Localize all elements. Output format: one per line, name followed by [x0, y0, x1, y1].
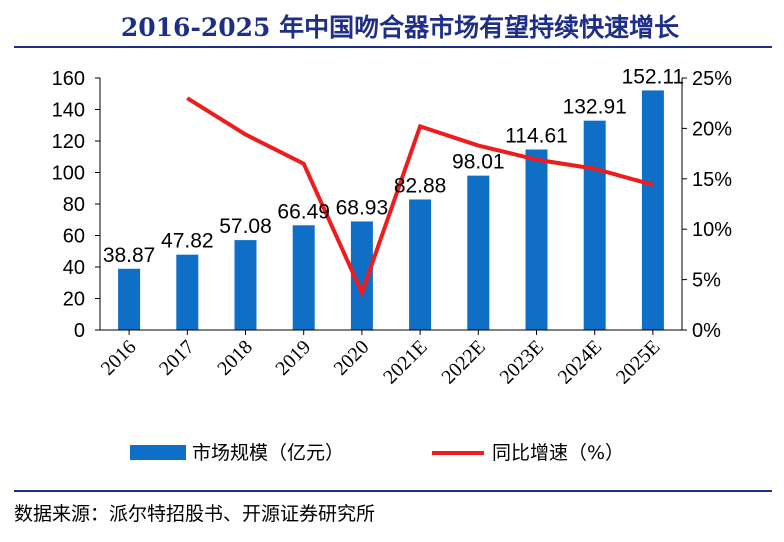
bar: [176, 254, 199, 330]
x-axis-tick-label: 2021E: [379, 336, 431, 388]
bar-data-label: 114.61: [505, 124, 568, 147]
x-axis-tick-label: 2025E: [612, 336, 664, 388]
x-axis-tick-label: 2017: [155, 336, 199, 380]
left-y-axis: 0 20 40 60 80 100 120 140 160: [52, 68, 101, 342]
left-axis-tick-label: 0: [74, 320, 85, 342]
bar: [234, 240, 257, 330]
bar: [409, 199, 432, 330]
right-y-axis: 0% 5% 10% 15% 20% 25%: [681, 68, 732, 342]
legend-line-label: 同比增速（%）: [492, 442, 624, 464]
bar-data-label: 98.01: [452, 151, 505, 174]
right-axis-tick-label: 5%: [692, 270, 721, 292]
growth-line-series: [186, 96, 654, 299]
bar-data-label: 68.93: [336, 196, 389, 219]
legend-bar-label: 市场规模（亿元）: [192, 442, 344, 464]
bar: [583, 120, 606, 330]
bar-data-label: 38.87: [103, 244, 156, 267]
left-axis-tick-label: 100: [52, 163, 85, 185]
bar: [350, 221, 373, 330]
right-axis-tick-label: 0%: [692, 320, 721, 342]
x-axis-tick-label: 2022E: [437, 336, 489, 388]
bar-data-label: 152.11: [622, 65, 685, 88]
x-axis: 2016 2017 2018 2019 2020 2021E 2022E 2023E 2024E…: [97, 329, 682, 388]
right-axis-tick-label: 15%: [692, 169, 732, 191]
bar: [467, 175, 490, 330]
left-axis-tick-label: 60: [63, 226, 85, 248]
left-axis-tick-label: 40: [63, 257, 85, 279]
x-axis-tick-label: 2024E: [554, 336, 606, 388]
bar: [525, 149, 548, 330]
x-axis-tick-label: 2023E: [496, 336, 548, 388]
legend: 市场规模（亿元） 同比增速（%）: [130, 442, 624, 464]
x-axis-tick-label: 2020: [330, 336, 374, 380]
right-axis-tick-label: 20%: [692, 118, 732, 140]
bar: [641, 90, 664, 330]
bar-data-label: 57.08: [219, 215, 272, 238]
bar-data-label: 82.88: [394, 174, 447, 197]
bar: [292, 225, 315, 330]
bar: [118, 268, 141, 330]
bar-data-label: 66.49: [277, 200, 330, 223]
left-axis-tick-label: 20: [63, 289, 85, 311]
left-axis-tick-label: 160: [52, 68, 85, 90]
x-axis-tick-label: 2016: [97, 336, 141, 380]
chart-title: 2016-2025 年中国吻合器市场有望持续快速增长: [121, 13, 680, 42]
bar-data-label: 132.91: [563, 96, 627, 119]
growth-line: [186, 96, 654, 299]
legend-bar-swatch: [130, 445, 186, 460]
right-axis-tick-label: 10%: [692, 219, 732, 241]
bar-series: [118, 90, 664, 330]
left-axis-tick-label: 120: [52, 131, 85, 153]
bar-data-label: 47.82: [161, 230, 214, 253]
left-axis-tick-label: 80: [63, 194, 85, 216]
x-axis-tick-label: 2019: [271, 336, 315, 380]
right-axis-tick-label: 25%: [692, 68, 732, 90]
source-note: 数据来源：派尔特招股书、开源证券研究所: [14, 503, 375, 525]
x-axis-tick-label: 2018: [213, 336, 257, 380]
left-axis-tick-label: 140: [52, 100, 85, 122]
